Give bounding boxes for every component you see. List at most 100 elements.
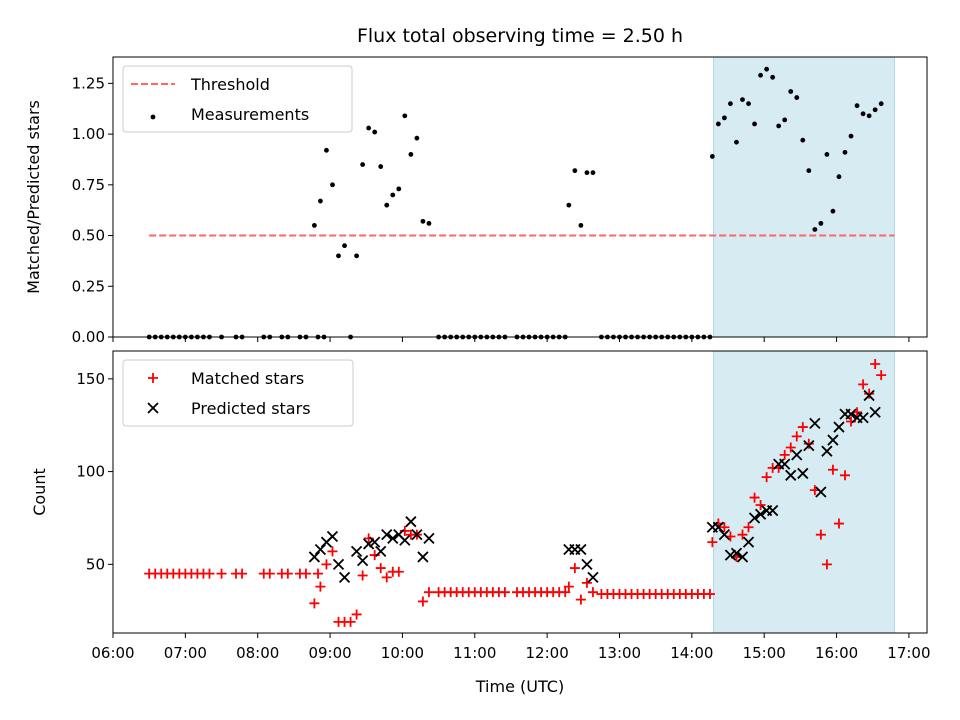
matched-point (797, 422, 808, 433)
matched-point (569, 563, 580, 574)
matched-point (321, 559, 332, 570)
predicted-point (575, 543, 587, 556)
bottom-panel: 50 100 150 06:00 07:00 08:00 09:00 10:00 11:00 12… (30, 350, 931, 662)
measurement-point (800, 137, 806, 143)
predicted-point (417, 551, 429, 563)
matched-point (743, 522, 754, 533)
matched-point (300, 568, 311, 579)
measurement-point (836, 174, 842, 180)
matched-point (351, 609, 362, 620)
measurement-point (812, 227, 818, 232)
matched-point (876, 370, 887, 381)
matched-point (704, 589, 715, 600)
y-axis-label: Matched/Predicted stars (24, 100, 43, 294)
measurement-point (709, 154, 715, 159)
measurement-point (782, 117, 788, 123)
matched-point (870, 358, 881, 369)
predicted-point (779, 458, 791, 470)
measurement-point (414, 135, 420, 141)
matched-point (216, 568, 227, 579)
figure-title: Flux total observing time = 2.50 h (357, 25, 683, 47)
legend-label: Matched stars (191, 369, 304, 388)
predicted-point (350, 545, 363, 558)
x-tick-label: 16:00 (815, 644, 858, 662)
predicted-point (748, 512, 761, 524)
measurement-point (330, 182, 335, 188)
matched-point (737, 529, 748, 540)
measurement-point (746, 101, 751, 107)
predicted-point (845, 408, 857, 420)
series-measurements (146, 66, 884, 340)
measurement-point (324, 147, 329, 153)
predicted-point (785, 469, 797, 481)
matched-point (815, 529, 826, 540)
measurement-point (590, 170, 596, 176)
measurement-point (848, 133, 854, 139)
measurement-point (420, 218, 426, 224)
y-tick-label: 0.25 (72, 277, 105, 295)
matched-point (785, 442, 796, 453)
x-tick-label: 17:00 (887, 644, 930, 662)
matched-point (761, 472, 772, 483)
measurement-point (722, 115, 727, 121)
x-tick-label: 07:00 (164, 644, 207, 662)
predicted-point (869, 406, 881, 418)
predicted-point (827, 434, 839, 446)
measurement-point (390, 192, 396, 198)
measurement-point (860, 111, 866, 117)
matched-point (237, 568, 248, 579)
predicted-point (356, 555, 369, 567)
matched-point (423, 587, 434, 598)
x-tick-label: 10:00 (381, 644, 424, 662)
legend-box (122, 359, 354, 427)
x-axis-label: Time (UTC) (475, 677, 564, 696)
axes-frame (112, 350, 928, 634)
measurement-point (584, 170, 590, 176)
measurement-point (378, 164, 384, 169)
predicted-point (809, 417, 821, 429)
predicted-point (399, 534, 411, 546)
predicted-point (718, 529, 731, 541)
y-tick-label: 1.25 (72, 74, 105, 92)
predicted-point (387, 532, 399, 545)
y-tick-label: 1.00 (72, 125, 105, 143)
measurement-point (336, 253, 341, 259)
matched-point (204, 568, 215, 579)
predicted-point (797, 467, 809, 480)
predicted-point (423, 532, 435, 545)
legend-label: Predicted stars (191, 399, 311, 418)
measurement-point (842, 149, 848, 155)
predicted-point (863, 389, 875, 402)
x-tick-label: 12:00 (526, 644, 569, 662)
matched-point (581, 577, 592, 588)
measurement-point (824, 151, 830, 157)
legend-swatch-matched (148, 373, 158, 383)
measurement-point (818, 220, 824, 226)
measurement-point (372, 129, 378, 135)
x-tick-label: 13:00 (598, 644, 641, 662)
measurement-point (566, 202, 572, 208)
predicted-point (411, 529, 423, 541)
measurement-point (830, 208, 836, 214)
measurement-point (872, 107, 878, 113)
measurement-point (318, 198, 323, 204)
matched-point (327, 546, 338, 557)
axes-frame (112, 56, 928, 338)
matched-point (755, 499, 766, 510)
matched-point (719, 522, 730, 533)
measurement-point (770, 74, 776, 80)
matched-point (282, 568, 293, 579)
matched-point (309, 598, 320, 609)
predicted-point (581, 558, 593, 570)
matched-point (749, 492, 760, 503)
matched-point (381, 572, 392, 583)
measurement-point (342, 243, 347, 249)
measurement-point (360, 162, 366, 167)
matched-point (375, 563, 386, 574)
measurement-point (366, 125, 372, 131)
legend-box (122, 65, 353, 133)
series-matched-stars (144, 358, 887, 627)
legend-label: Measurements (191, 105, 309, 124)
measurement-point (758, 72, 763, 78)
measurement-point (740, 97, 745, 103)
